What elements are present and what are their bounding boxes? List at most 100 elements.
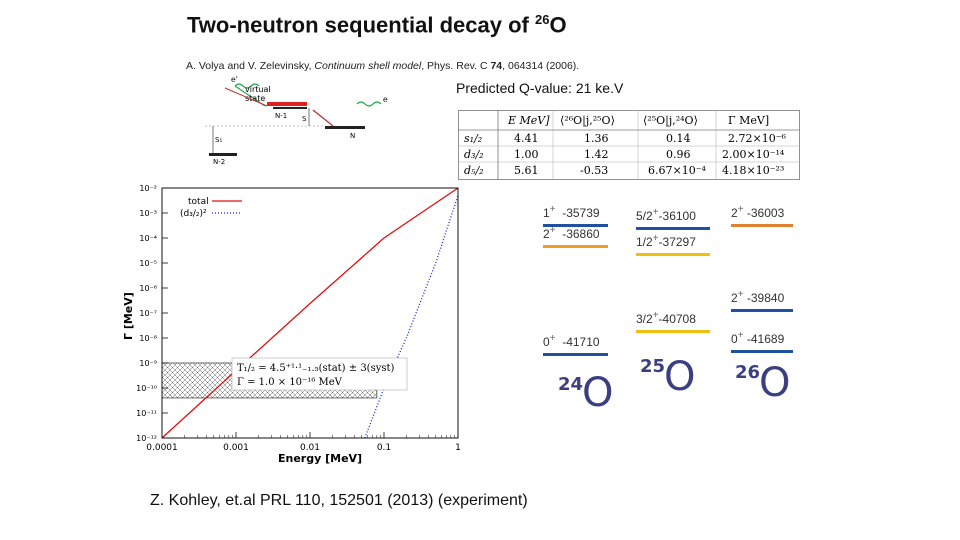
y-tick-label: 10⁻⁹ — [139, 359, 157, 368]
table-row-2-c25: 6.67×10⁻⁴ — [648, 164, 707, 177]
series-d32-line — [364, 195, 459, 439]
annotation-box — [231, 357, 408, 391]
label-s: S — [302, 115, 307, 123]
table-row-0-c26: 1.36 — [584, 132, 609, 145]
level-label: 5/2+-36100 — [636, 207, 696, 223]
annotation-line-2: Γ = 1.0 × 10⁻¹⁶ MeV — [237, 377, 343, 388]
y-tick-label: 10⁻¹⁰ — [136, 384, 157, 393]
label-e-right: e — [383, 95, 388, 104]
virtual-state-level — [267, 102, 307, 106]
legend-d32-label: (d₃/₂)² — [180, 209, 207, 219]
qvalue-text: Predicted Q-value: 21 ke.V — [456, 80, 624, 96]
table-row-2-gamma: 4.18×10⁻²³ — [722, 164, 784, 177]
chart-y-axis-label: Γ [MeV] — [122, 292, 135, 340]
table-row-0-energy: 4.41 — [514, 132, 539, 145]
y-tick-label: 10⁻¹² — [136, 434, 157, 443]
level-n-minus-1 — [273, 107, 307, 109]
title-text: Two-neutron sequential decay of — [187, 12, 535, 38]
level-scheme: 1+ -35739 2+ -36860 0+ -41710 5/2+-36100… — [540, 195, 793, 415]
nuclide-symbol: O — [582, 370, 614, 416]
nuclide-symbol: O — [759, 360, 791, 406]
emitted-neutron-wave-right — [356, 101, 382, 107]
reference-journal: , Phys. Rev. C — [421, 60, 491, 72]
chart-x-axis-label: Energy [MeV] — [278, 452, 362, 465]
y-tick-label: 10⁻⁷ — [139, 309, 157, 318]
level-bar — [636, 253, 710, 256]
nuclide-symbol: O — [664, 354, 696, 400]
reference-authors: A. Volya and V. Zelevinsky, — [186, 60, 315, 72]
table-row-0-gamma: 2.72×10⁻⁶ — [728, 132, 787, 145]
table-row-2-orbit: d₅/₂ — [464, 164, 484, 177]
arrow-decay-right — [312, 109, 334, 127]
level-label: 1/2+-37297 — [636, 233, 696, 249]
reference-line: A. Volya and V. Zelevinsky, Continuum sh… — [186, 60, 579, 72]
label-n-minus-2: N-2 — [213, 158, 225, 166]
level-bar — [731, 224, 793, 227]
table-row-1-c26: 1.42 — [584, 148, 609, 161]
y-tick-label: 10⁻⁸ — [139, 334, 157, 343]
reference-title: Continuum shell model — [314, 60, 422, 72]
x-tick-label: 0.001 — [223, 443, 249, 453]
level-label: 2+ -39840 — [731, 289, 785, 305]
label-virtual-state: virtual — [245, 85, 271, 94]
table-row-1-gamma: 2.00×10⁻¹⁴ — [722, 148, 785, 161]
level-bar — [731, 309, 793, 312]
y-tick-label: 10⁻⁶ — [139, 284, 157, 293]
table-row-1-c25: 0.96 — [666, 148, 691, 161]
orbital-table: E MeV] ⟨²⁶O|j,²⁵O⟩ ⟨²⁵O|j,²⁴O⟩ Γ MeV] s₁… — [458, 110, 800, 180]
label-s1: S₁ — [215, 136, 222, 144]
decay-scheme-diagram: e' e virtual state N-1 S N S₁ N-2 — [205, 75, 388, 166]
level-label: 1+ -35739 — [543, 204, 600, 220]
x-tick-label: 0.0001 — [146, 443, 178, 453]
level-bar — [543, 245, 608, 248]
series-total-line — [161, 187, 459, 439]
label-n: N — [350, 132, 355, 140]
y-tick-label: 10⁻⁵ — [139, 259, 157, 268]
level-label: 0+ -41710 — [543, 333, 600, 349]
level-bar — [543, 353, 608, 356]
label-n-minus-1: N-1 — [275, 112, 287, 120]
label-virtual-state-2: state — [245, 94, 265, 103]
reference-volume: 74 — [490, 60, 503, 72]
nuclide-mass: 26 — [735, 362, 761, 383]
table-row-1-energy: 1.00 — [514, 148, 539, 161]
level-label: 0+ -41689 — [731, 330, 785, 346]
level-bar — [636, 227, 710, 230]
citation-text: Z. Kohley, et.al PRL 110, 152501 (2013) … — [150, 492, 528, 509]
x-tick-label: 1 — [455, 443, 461, 453]
label-e-left: e' — [231, 75, 238, 84]
level-n-minus-2 — [209, 153, 237, 156]
table-header-c26: ⟨²⁶O|j,²⁵O⟩ — [560, 114, 615, 128]
x-tick-label: 0.01 — [300, 443, 320, 453]
level-label: 2+ -36860 — [543, 225, 600, 241]
legend-total-label: total — [188, 197, 209, 207]
annotation-line-1: T₁/₂ = 4.5⁺¹·¹₋₁.₅(stat) ± 3(syst) — [237, 363, 395, 374]
reference-tail: , 064314 (2006). — [502, 60, 580, 72]
table-header-gamma: Γ MeV] — [728, 114, 769, 127]
nuclide-mass: 24 — [558, 374, 584, 395]
table-row-2-energy: 5.61 — [514, 164, 539, 177]
y-tick-label: 10⁻⁴ — [139, 234, 157, 243]
y-tick-label: 10⁻¹¹ — [136, 409, 157, 418]
title-element: O — [549, 12, 567, 38]
table-row-2-c26: -0.53 — [580, 164, 608, 177]
level-bar — [636, 330, 710, 333]
arrow-decay-left — [224, 87, 268, 107]
table-row-0-orbit: s₁/₂ — [464, 132, 482, 145]
title-mass-number: 26 — [534, 12, 550, 27]
table-header-energy: E MeV] — [507, 114, 550, 127]
x-tick-label: 0.1 — [377, 443, 391, 453]
level-bar — [731, 350, 793, 353]
level-label: 2+ -36003 — [731, 204, 785, 220]
chart-plot-frame — [161, 187, 459, 439]
slide-title: Two-neutron sequential decay of 26O — [187, 12, 567, 38]
table-header-c25: ⟨²⁵O|j,²⁴O⟩ — [643, 114, 698, 128]
level-label: 3/2+-40708 — [636, 310, 696, 326]
y-tick-label: 10⁻³ — [139, 209, 157, 218]
table-row-1-orbit: d₃/₂ — [464, 148, 484, 161]
nuclide-mass: 25 — [640, 356, 666, 377]
level-n — [325, 126, 365, 129]
decay-width-chart: 0.0001 0.001 0.01 0.1 1 10⁻² 10⁻³ 10⁻⁴ 10⁻⁵ 10⁻⁶ 1… — [122, 184, 461, 465]
level-bar — [543, 224, 608, 227]
y-tick-label: 10⁻² — [139, 184, 157, 193]
